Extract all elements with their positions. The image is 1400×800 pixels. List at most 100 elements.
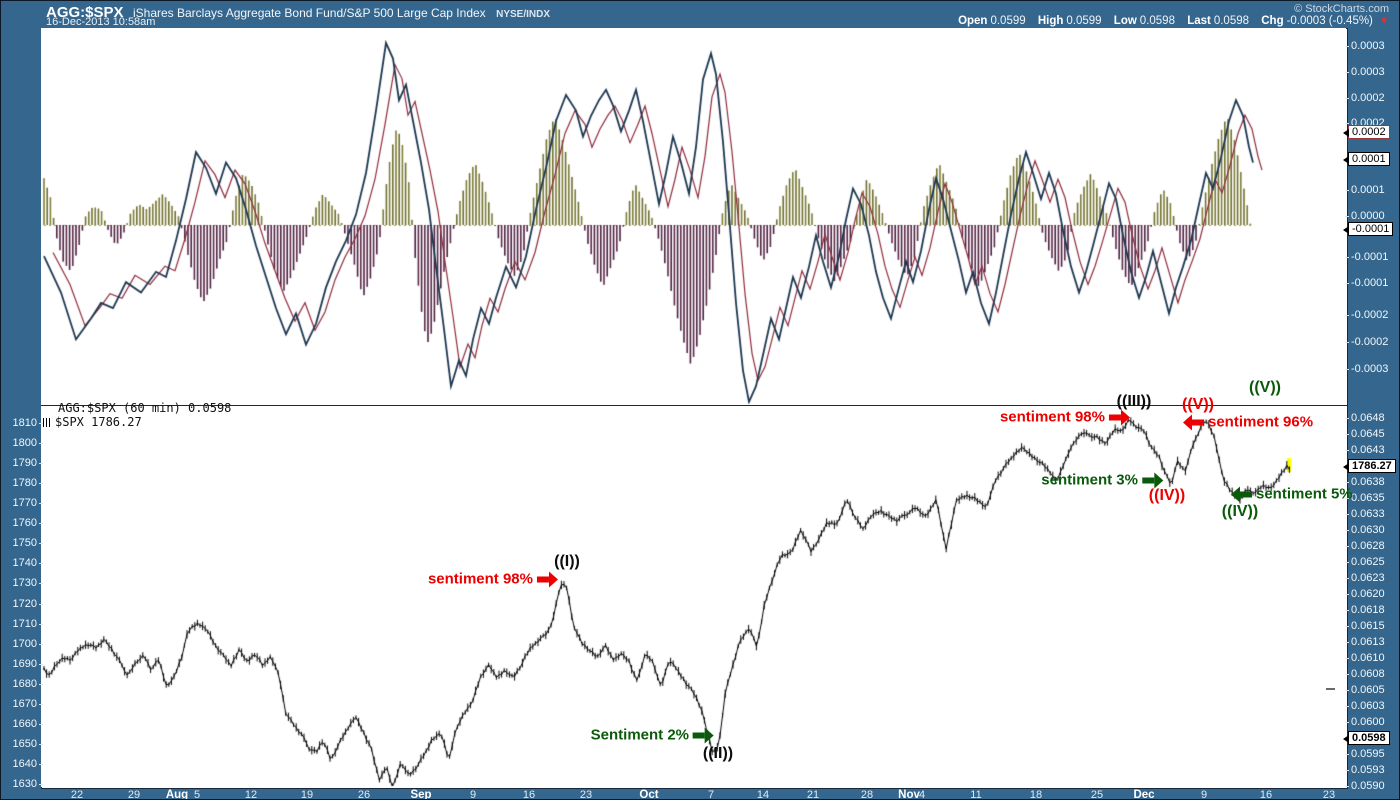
price-axis-label: 1650 [1, 738, 43, 750]
last-label: Last [1187, 15, 1211, 27]
ratio-axis-label: 0.0593 [1345, 764, 1385, 776]
down-triangle-icon: ▼ [1379, 16, 1389, 27]
elliott-wave-label: ((II)) [702, 745, 734, 762]
price-axis-label: 1780 [1, 477, 43, 489]
x-axis-tick-label: Dec [1133, 789, 1155, 800]
x-axis-tick-label: 23 [1322, 789, 1336, 800]
last-value: 0.0598 [1213, 15, 1250, 27]
x-axis-tick-label: 9 [469, 789, 477, 800]
ratio-axis-label: 0.0603 [1345, 700, 1385, 712]
high-value: 0.0599 [1066, 15, 1102, 27]
price-axis-label: 1640 [1, 758, 43, 770]
ratio-axis-label: 0.0610 [1345, 652, 1385, 664]
price-axis-label: 1770 [1, 497, 43, 509]
price-axis-label: 1790 [1, 457, 43, 469]
x-axis-tick-label: 16 [522, 789, 536, 800]
x-axis-tick-label: Nov [898, 789, 920, 800]
open-value: 0.0599 [990, 15, 1026, 27]
x-axis-tick-label: 21 [806, 789, 820, 800]
chg-value: -0.0003 (-0.45%) [1286, 15, 1373, 27]
price-axis-label: 1690 [1, 658, 43, 670]
x-axis-tick-label: 25 [1090, 789, 1104, 800]
elliott-wave-label: ((I)) [554, 553, 580, 570]
price-axis-label: 1750 [1, 537, 43, 549]
ratio-axis-label: 0.0595 [1345, 748, 1385, 760]
elliott-wave-label: ((IV)) [1148, 487, 1186, 504]
indicator-axis-label: -0.0003 [1345, 363, 1388, 375]
ratio-axis-label: 0.0643 [1345, 444, 1385, 456]
chart-datetime: 16-Dec-2013 10:58am [46, 16, 156, 28]
ratio-axis-label: 0.0613 [1345, 636, 1385, 648]
chart-canvas [41, 28, 1346, 787]
title-row: AGG:$SPX iShares Barclays Aggregate Bond… [46, 4, 550, 22]
x-axis-tick-label: 23 [579, 789, 593, 800]
x-axis-tick-label: 19 [300, 789, 314, 800]
symbol-description: iShares Barclays Aggregate Bond Fund/S&P… [132, 6, 486, 20]
x-axis-tick-label: 18 [1029, 789, 1043, 800]
indicator-axis-label: 0.0001 [1345, 184, 1385, 196]
x-axis-tick-label: 22 [70, 789, 84, 800]
high-label: High [1037, 15, 1064, 27]
sentiment-annotation-text: sentiment 96% [1208, 413, 1314, 431]
elliott-wave-label: ((III)) [1116, 393, 1152, 410]
sentiment-annotation-text: sentiment 5% [1256, 485, 1353, 503]
ratio-axis-label: 0.0623 [1345, 572, 1385, 584]
low-label: Low [1113, 15, 1137, 27]
spx-legend-label: $SPX 1786.27 [43, 415, 142, 429]
x-axis-tick-label: 9 [1200, 789, 1208, 800]
price-axis-label: 1800 [1, 437, 43, 449]
right-arrow-icon [537, 571, 558, 587]
price-axis-label: 1660 [1, 718, 43, 730]
ratio-axis-label: 0.0638 [1345, 476, 1385, 488]
ratio-axis-label: 0.0590 [1345, 780, 1385, 792]
price-axis-label: 1680 [1, 678, 43, 690]
sentiment-annotation-text: sentiment 3% [1041, 471, 1138, 489]
price-value-tag: 1786.27 [1343, 459, 1396, 473]
indicator-axis-label: 0.0003 [1345, 40, 1385, 52]
sentiment-annotation: sentiment 96% [1183, 414, 1313, 431]
ratio-axis-label: 0.0648 [1345, 412, 1385, 424]
sentiment-annotation-text: sentiment 98% [427, 570, 533, 588]
chg-label: Chg [1261, 15, 1284, 27]
x-axis-tick-label: Sep [410, 789, 432, 800]
sentiment-annotation: sentiment 98% [1000, 409, 1130, 426]
sentiment-annotation-text: sentiment 98% [999, 408, 1105, 426]
ratio-axis-label: 0.0615 [1345, 620, 1385, 632]
x-axis-tick-label: 14 [756, 789, 770, 800]
sentiment-annotation: Sentiment 2% [591, 727, 714, 744]
ratio-axis-label: 0.0633 [1345, 508, 1385, 520]
price-axis-label: 1630 [1, 778, 43, 790]
x-axis-tick-label: 16 [1259, 789, 1273, 800]
x-axis-tick-label: Oct [639, 789, 659, 800]
left-arrow-icon [1231, 486, 1252, 502]
price-axis-label: 1760 [1, 517, 43, 529]
indicator-value-tag: 0.0002 [1343, 125, 1390, 139]
spx-legend-text: $SPX 1786.27 [55, 415, 142, 429]
price-axis-label: 1720 [1, 598, 43, 610]
price-value-tag: 0.0598 [1343, 731, 1390, 745]
ratio-axis-label: 0.0635 [1345, 492, 1385, 504]
ratio-axis-label: 0.0605 [1345, 684, 1385, 696]
sentiment-annotation-text: Sentiment 2% [590, 726, 689, 744]
elliott-wave-label: ((V)) [1182, 396, 1214, 413]
indicator-value-tag: 0.0001 [1343, 152, 1390, 166]
elliott-wave-label: ((V)) [1249, 379, 1281, 396]
symbol-title: AGG:$SPX [46, 4, 124, 21]
elliott-wave-label: ((IV)) [1221, 503, 1259, 520]
ratio-legend-label: AGG:$SPX (60 min) 0.0598 [58, 401, 232, 415]
ratio-axis-label: 0.0630 [1345, 524, 1385, 536]
panel-separator-line [41, 405, 1347, 406]
price-axis-label: 1730 [1, 577, 43, 589]
x-axis-tick-label: 4 [918, 789, 926, 800]
ohlc-style-icon [43, 418, 51, 427]
sentiment-annotation: sentiment 5% [1231, 486, 1353, 503]
price-axis-label: 1710 [1, 618, 43, 630]
open-label: Open [958, 15, 988, 27]
x-axis-tick-label: 12 [244, 789, 258, 800]
chart-header: AGG:$SPX iShares Barclays Aggregate Bond… [1, 1, 1399, 28]
right-arrow-icon [693, 727, 714, 743]
quote-summary-row: Open 0.0599 High 0.0599 Low 0.0598 Last 0.05… [949, 15, 1389, 27]
price-axis-label: 1810 [1, 417, 43, 429]
indicator-axis-label: -0.0002 [1345, 336, 1388, 348]
